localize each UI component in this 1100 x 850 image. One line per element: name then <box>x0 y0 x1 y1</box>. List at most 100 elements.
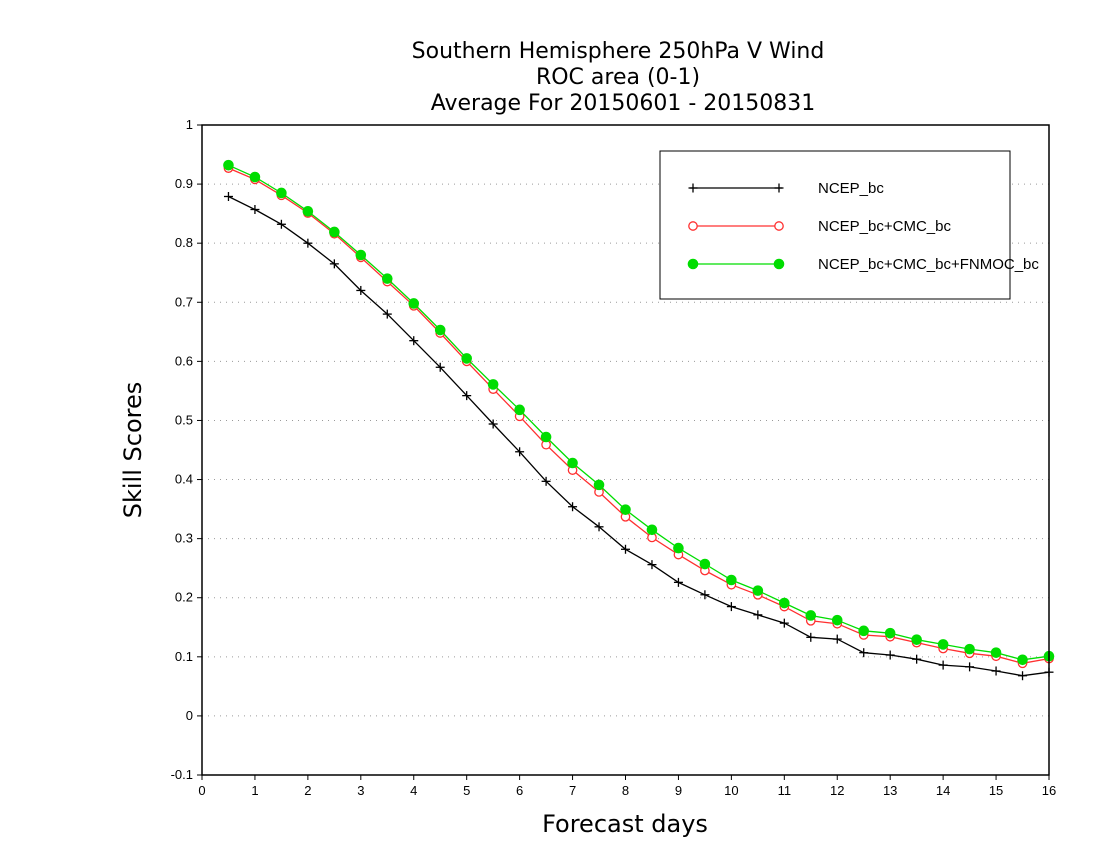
data-point <box>250 205 260 214</box>
data-point <box>779 597 790 609</box>
y-tick-label: 0.4 <box>175 472 193 487</box>
data-point <box>858 625 870 637</box>
data-point <box>673 542 684 554</box>
data-point <box>938 660 948 670</box>
y-tick-label: 1 <box>186 117 193 132</box>
legend-label: NCEP_bc <box>818 180 884 197</box>
data-point <box>462 391 472 401</box>
data-point <box>753 610 763 620</box>
chart-title-line-2: ROC area (0-1) <box>536 65 700 90</box>
axes: -0.100.10.20.30.40.50.60.70.80.910 1 2 3 4 5 6… <box>171 117 1057 798</box>
legend-marker <box>687 258 699 270</box>
data-point <box>912 654 922 664</box>
x-tick-label: 11 <box>778 783 792 798</box>
data-point <box>937 639 949 650</box>
data-point <box>488 419 498 429</box>
y-tick-label: 0.6 <box>175 353 193 368</box>
data-point <box>620 504 631 515</box>
x-tick-label: 5 <box>463 783 470 798</box>
x-tick-label: 6 <box>516 783 523 798</box>
x-tick-label: 15 <box>989 783 1003 798</box>
x-tick-label: 1 <box>251 783 258 798</box>
y-tick-label: 0.3 <box>175 531 193 546</box>
data-point <box>726 574 737 586</box>
y-tick-label: -0.1 <box>171 767 193 782</box>
legend-marker <box>773 258 785 270</box>
legend-label: NCEP_bc+CMC_bc <box>818 218 951 235</box>
data-point <box>515 447 525 457</box>
x-tick-label: 2 <box>304 783 311 798</box>
data-point <box>673 577 683 587</box>
data-point <box>911 634 922 645</box>
data-point <box>434 324 446 336</box>
data-point <box>831 614 843 626</box>
legend-label: NCEP_bc+CMC_bc+FNMOC_bc <box>818 256 1039 273</box>
legend: NCEP_bc NCEP_bc+CMC_bc NCEP_bc+CMC_bc+FNMO… <box>659 150 1039 300</box>
data-point <box>805 610 817 621</box>
data-point <box>223 159 234 171</box>
legend-item: NCEP_bc+CMC_bc+FNMOC_bc <box>687 256 1039 273</box>
data-point <box>646 524 658 536</box>
y-tick-label: 0.5 <box>175 412 193 427</box>
x-tick-label: 13 <box>883 783 897 798</box>
series-line <box>228 195 1050 677</box>
legend-marker <box>774 183 784 193</box>
legend-marker <box>774 221 784 231</box>
data-point <box>752 585 764 596</box>
data-point <box>461 353 472 364</box>
data-point <box>1017 654 1028 666</box>
y-tick-label: 0.7 <box>175 294 193 309</box>
data-point <box>276 219 286 229</box>
data-point <box>302 205 314 217</box>
data-point <box>965 662 975 672</box>
x-axis-label: Forecast days <box>542 810 708 838</box>
plot-frame <box>201 124 1050 776</box>
y-tick-label: 0.9 <box>175 176 193 191</box>
data-point <box>409 336 419 346</box>
data-point <box>408 298 420 309</box>
x-tick-label: 14 <box>936 783 950 798</box>
data-point <box>964 643 975 655</box>
data-point <box>700 590 710 600</box>
data-point <box>381 273 393 284</box>
data-point <box>487 379 499 390</box>
data-point <box>541 476 551 486</box>
data-point <box>593 479 605 491</box>
data-point <box>356 285 366 295</box>
x-tick-label: 9 <box>675 783 682 798</box>
data-point <box>276 187 287 199</box>
data-point <box>621 544 630 554</box>
data-point <box>806 632 816 642</box>
legend-box <box>659 150 1011 300</box>
data-point <box>382 309 392 319</box>
data-point <box>355 249 367 261</box>
data-point <box>567 457 578 469</box>
x-tick-label: 4 <box>410 783 417 798</box>
data-point <box>647 560 657 570</box>
data-point <box>884 627 896 639</box>
data-point <box>991 666 1001 676</box>
data-point <box>832 634 842 644</box>
legend-marker <box>688 221 698 231</box>
series-3 <box>223 159 1055 666</box>
data-point <box>990 647 1002 658</box>
data-point <box>1018 671 1028 681</box>
legend-item: NCEP_bc+CMC_bc <box>688 218 951 235</box>
data-point <box>249 171 261 183</box>
x-tick-label: 12 <box>830 783 844 798</box>
data-point <box>435 362 445 372</box>
x-tick-label: 7 <box>569 783 576 798</box>
legend-marker <box>688 183 698 193</box>
x-tick-label: 0 <box>198 783 205 798</box>
legend-item: NCEP_bc <box>688 180 884 197</box>
legend-items: NCEP_bc NCEP_bc+CMC_bc NCEP_bc+CMC_bc+FNMO… <box>687 180 1039 273</box>
data-point <box>859 648 869 658</box>
y-tick-label: 0 <box>186 708 193 723</box>
chart-title-line-3: Average For 20150601 - 20150831 <box>431 91 816 116</box>
data-point <box>329 226 340 238</box>
chart-title-line-1: Southern Hemisphere 250hPa V Wind <box>412 39 825 64</box>
data-point <box>726 602 736 612</box>
data-point <box>540 431 552 443</box>
